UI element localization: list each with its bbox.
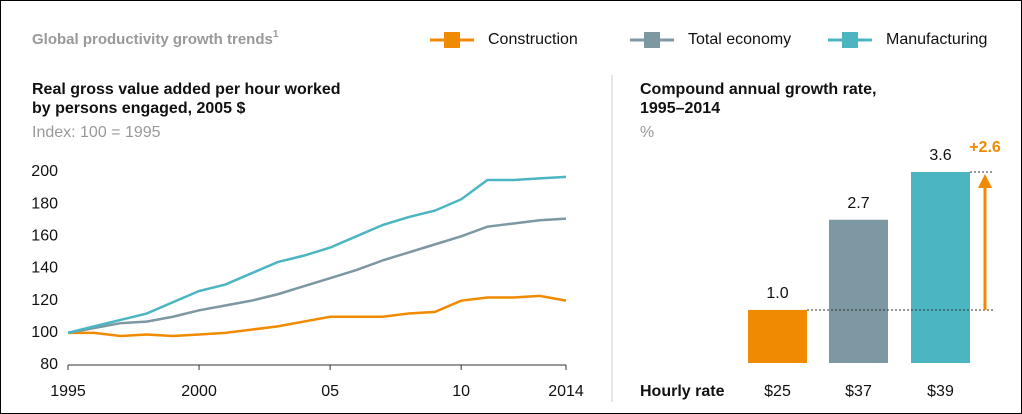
bar — [829, 219, 888, 363]
y-tick-label: 140 — [31, 260, 58, 277]
legend-swatch — [444, 32, 460, 48]
x-tick-label: 2000 — [181, 383, 217, 400]
series-line — [67, 217, 567, 335]
y-tick-label: 180 — [31, 195, 58, 212]
page-title-text: Global productivity growth trends — [32, 31, 273, 48]
x-tick-label: 2014 — [548, 383, 584, 400]
annotation: +2.6 — [969, 139, 1001, 156]
bar — [911, 172, 970, 363]
arrow-head — [978, 174, 992, 188]
legend-swatch — [644, 32, 660, 48]
row-value: $25 — [764, 383, 791, 400]
series-line — [68, 294, 567, 338]
chart-subtitle: Index: 100 = 1995 — [32, 124, 161, 141]
y-tick-label: 160 — [31, 228, 58, 245]
chart-title: 1995–2014 — [640, 100, 720, 117]
x-tick-label: 1995 — [50, 383, 86, 400]
y-tick-label: 200 — [31, 163, 58, 180]
value-label: 2.7 — [847, 195, 869, 212]
legend-label: Construction — [488, 31, 578, 48]
legend-swatch — [842, 32, 858, 48]
row-label: Hourly rate — [640, 383, 725, 400]
y-tick-label: 80 — [40, 356, 58, 373]
value-label: 3.6 — [929, 147, 951, 164]
x-tick-label: 10 — [452, 383, 470, 400]
row-value: $37 — [845, 383, 872, 400]
chart-title: by persons engaged, 2005 $ — [32, 100, 246, 117]
title-note: 1 — [273, 29, 279, 40]
legend-label: Manufacturing — [886, 31, 987, 48]
chart-title: Real gross value added per hour worked — [32, 81, 341, 98]
y-tick-label: 120 — [31, 292, 58, 309]
x-tick-label: 05 — [321, 383, 339, 400]
row-value: $39 — [927, 383, 954, 400]
legend-label: Total economy — [688, 31, 791, 48]
bar — [748, 309, 807, 363]
chart-subtitle: % — [640, 124, 654, 141]
series-line — [67, 175, 567, 335]
value-label: 1.0 — [766, 285, 788, 302]
page-title: Global productivity growth trends1 — [32, 29, 279, 48]
chart-title: Compound annual growth rate, — [640, 81, 876, 98]
y-tick-label: 100 — [31, 324, 58, 341]
